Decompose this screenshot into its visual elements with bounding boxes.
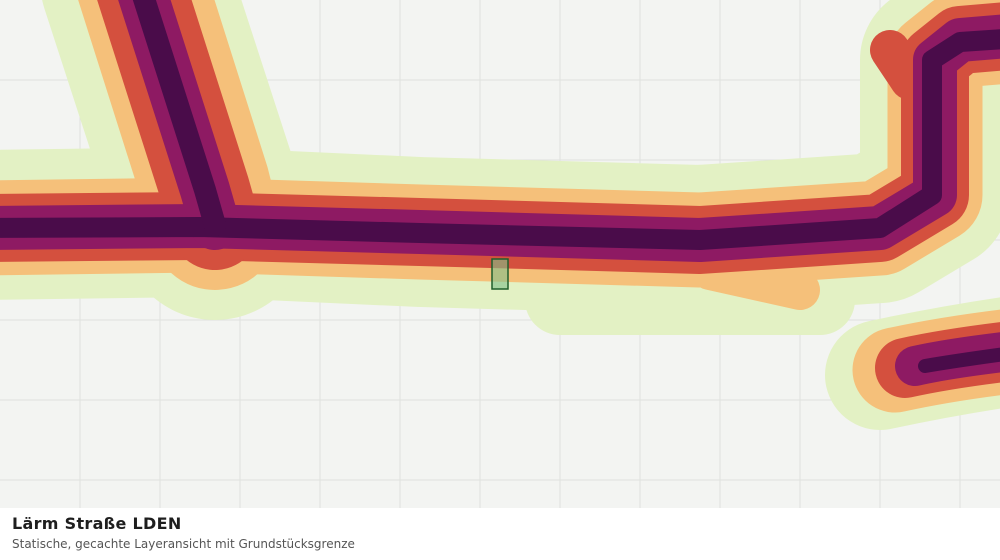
map-view [0, 0, 1000, 508]
layer-subtitle: Statische, gecachte Layeransicht mit Gru… [12, 537, 355, 551]
noise-band-extreme [0, 0, 1000, 373]
layer-title: Lärm Straße LDEN [12, 514, 182, 533]
noise-layer [0, 0, 1000, 430]
parcel-boundary [491, 258, 509, 290]
caption: Lärm Straße LDEN Statische, gecachte Lay… [0, 508, 1000, 560]
